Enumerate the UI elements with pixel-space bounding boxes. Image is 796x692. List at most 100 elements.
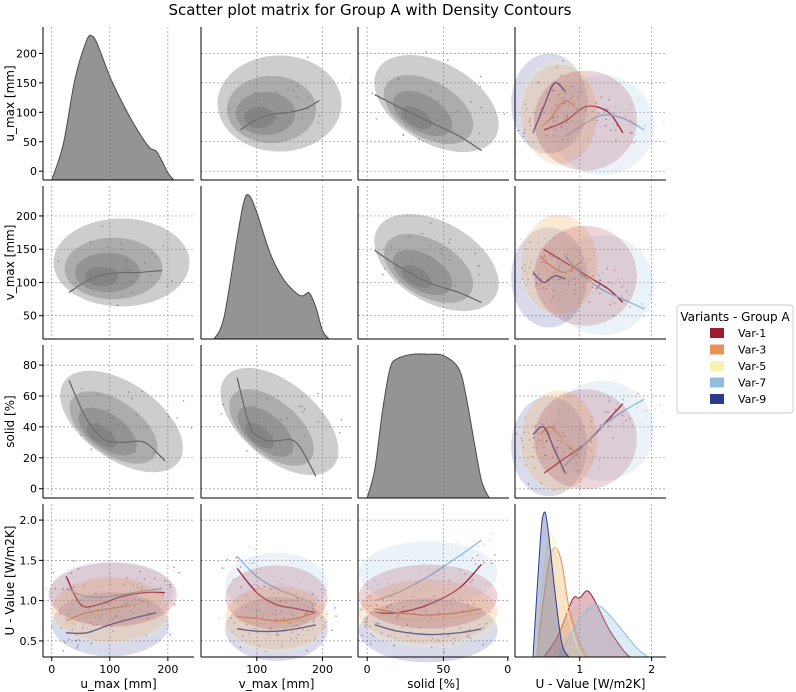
scatter-point (483, 561, 485, 564)
scatter-point (230, 617, 232, 619)
scatter-point (593, 130, 596, 133)
scatter-point (141, 390, 143, 393)
scatter-point (298, 625, 301, 627)
scatter-point (525, 284, 528, 286)
scatter-point (552, 295, 554, 298)
scatter-point (286, 602, 288, 604)
scatter-point (434, 100, 437, 103)
scatter-point (567, 121, 569, 124)
density-var-3 (358, 579, 498, 644)
scatter-point (295, 592, 298, 595)
scatter-point (94, 617, 96, 620)
trend-line-var-5 (65, 599, 157, 626)
scatter-point (413, 612, 415, 614)
scatter-point (650, 381, 653, 383)
scatter-point (584, 452, 586, 454)
scatter-point (368, 605, 371, 607)
scatter-point (553, 99, 556, 102)
scatter-point (547, 129, 549, 132)
scatter-point (228, 610, 230, 613)
y-tick-label: 20 (23, 452, 37, 465)
scatter-point (386, 606, 389, 609)
scatter-point (296, 95, 299, 97)
kde-u-value-var-5 (536, 534, 584, 657)
scatter-point (275, 610, 277, 612)
scatter-point (536, 259, 538, 261)
scatter-point (312, 621, 315, 623)
scatter-point (537, 433, 539, 435)
scatter-point (602, 271, 604, 274)
scatter-point (45, 626, 48, 629)
scatter-point (399, 594, 402, 597)
scatter-point (127, 436, 129, 438)
scatter-point (550, 299, 553, 302)
scatter-point (58, 589, 60, 591)
scatter-point (445, 605, 448, 607)
scatter-point (122, 583, 125, 586)
scatter-point (422, 120, 425, 122)
scatter-point (556, 66, 558, 68)
scatter-point (608, 281, 610, 284)
scatter-point (319, 606, 321, 609)
scatter-point (545, 455, 547, 457)
scatter-point (271, 628, 273, 630)
scatter-point (562, 265, 565, 267)
scatter-point (542, 134, 544, 136)
scatter-point (539, 283, 541, 286)
scatter-point (64, 641, 66, 644)
scatter-point (121, 584, 124, 587)
scatter-point (111, 618, 114, 620)
scatter-point (86, 285, 89, 287)
panel-solid-vs-v_max (220, 377, 343, 477)
scatter-point (535, 133, 538, 136)
scatter-point (306, 56, 309, 59)
scatter-point (72, 583, 75, 585)
scatter-point (548, 275, 550, 278)
scatter-point (362, 598, 364, 600)
scatter-point (375, 118, 378, 120)
density-var-5 (520, 391, 597, 492)
scatter-point (298, 601, 301, 604)
scatter-point (450, 615, 453, 617)
scatter-point (523, 263, 526, 266)
scatter-point (71, 598, 74, 601)
scatter-point (308, 604, 310, 606)
scatter-point (587, 114, 590, 117)
scatter-point (567, 261, 570, 263)
scatter-point (583, 426, 585, 428)
x-axis-label-u_max: u_max [mm] (80, 677, 156, 691)
scatter-point (306, 650, 309, 652)
scatter-point (556, 104, 558, 106)
density-contour-outer (374, 213, 499, 312)
scatter-point (573, 457, 575, 460)
scatter-point (564, 128, 567, 130)
scatter-point (391, 608, 394, 610)
scatter-point (580, 452, 582, 454)
scatter-point (552, 134, 555, 137)
scatter-point (521, 267, 523, 269)
panel-u_value-vs-u_max (45, 560, 180, 652)
grid-0-1 (201, 27, 352, 180)
scatter-point (516, 433, 518, 435)
scatter-point (429, 244, 431, 246)
scatter-point (599, 292, 601, 295)
scatter-point (439, 626, 441, 629)
scatter-point (102, 614, 104, 617)
scatter-point (418, 138, 421, 140)
scatter-point (574, 435, 577, 438)
scatter-point (450, 603, 453, 606)
scatter-point (477, 545, 480, 548)
scatter-point (572, 247, 575, 250)
scatter-point (393, 105, 395, 108)
scatter-point (491, 532, 493, 534)
trend-line-var-1 (65, 576, 166, 608)
scatter-point (659, 404, 661, 407)
y-tick-label: 60 (23, 390, 37, 403)
scatter-point (94, 615, 96, 618)
scatter-point (548, 99, 551, 101)
scatter-point (561, 138, 564, 141)
scatter-point (74, 633, 77, 636)
scatter-point (440, 252, 442, 255)
scatter-point (301, 405, 303, 408)
scatter-point (596, 273, 598, 275)
